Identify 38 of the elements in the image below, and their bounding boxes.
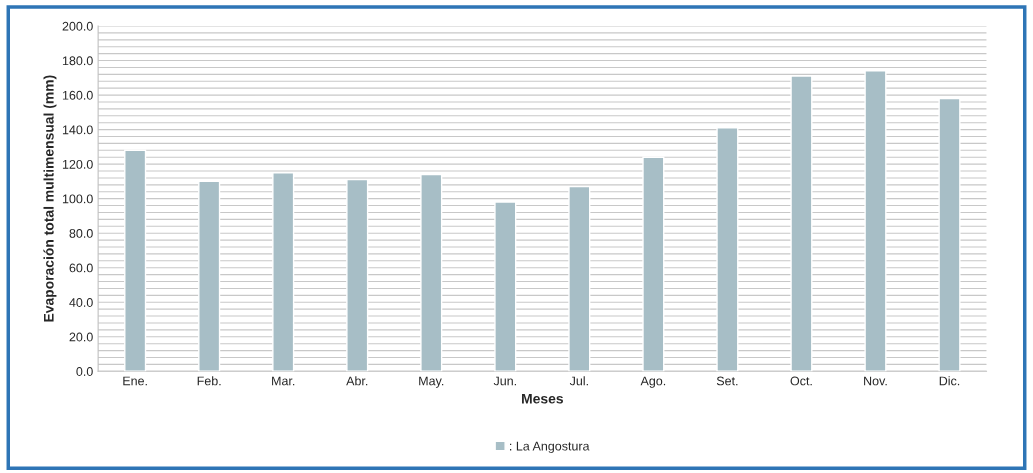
y-tick-label: 60.0 xyxy=(69,263,93,273)
bar xyxy=(494,201,517,372)
bar xyxy=(642,156,665,372)
x-tick-label: Jun. xyxy=(493,376,516,386)
x-tick-label: Abr. xyxy=(346,376,368,386)
bar xyxy=(864,70,887,372)
x-tick-label: Oct. xyxy=(790,376,812,386)
bar xyxy=(124,149,147,372)
y-tick-label: 20.0 xyxy=(69,332,93,342)
bar xyxy=(346,178,369,372)
x-tick-label: Nov. xyxy=(864,376,887,386)
y-tick-label: 80.0 xyxy=(69,228,93,238)
bar xyxy=(716,127,739,372)
bar xyxy=(198,180,221,372)
y-axis-title: Evaporación total multimensual (mm) xyxy=(43,75,57,322)
y-tick-label: 100.0 xyxy=(62,194,93,204)
x-tick-label: Dic. xyxy=(939,376,960,386)
y-tick-label: 180.0 xyxy=(62,56,93,66)
y-tick-label: 200.0 xyxy=(62,21,93,31)
x-tick-label: Feb. xyxy=(197,376,221,386)
y-tick-label: 140.0 xyxy=(62,125,93,135)
bar xyxy=(938,97,961,372)
legend-label: : La Angostura xyxy=(510,441,590,453)
bar xyxy=(420,173,443,372)
x-axis-title: Meses xyxy=(522,393,563,404)
x-tick-label: May. xyxy=(419,376,444,388)
y-tick-label: 160.0 xyxy=(62,90,93,100)
bar xyxy=(790,75,813,372)
x-tick-label: Ene. xyxy=(123,376,147,386)
y-tick-label: 120.0 xyxy=(62,159,93,169)
bar xyxy=(568,185,591,372)
x-tick-label: Ago. xyxy=(640,376,666,388)
x-tick-label: Jul. xyxy=(569,376,588,386)
y-tick-label: 40.0 xyxy=(69,298,93,307)
x-tick-label: Mar. xyxy=(272,376,295,386)
bar xyxy=(272,172,295,372)
y-tick-label: 0.0 xyxy=(76,367,93,376)
x-tick-label: Set. xyxy=(716,376,738,386)
